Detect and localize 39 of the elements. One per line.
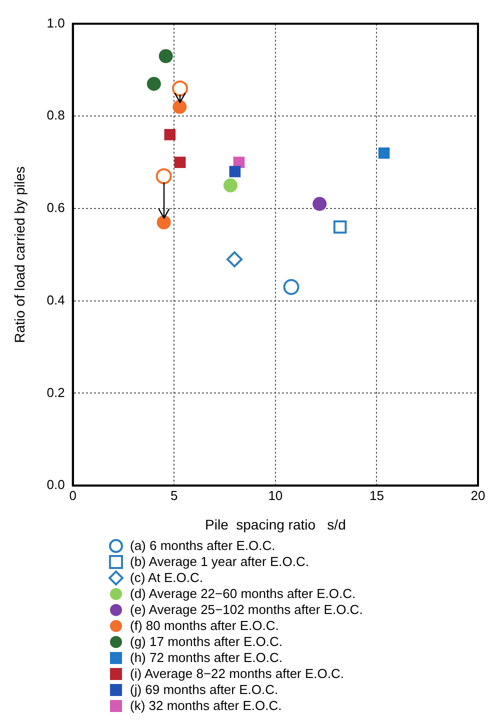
point: [164, 128, 176, 140]
y-tick-label: 0.6: [46, 200, 65, 216]
legend-label: (b) Average 1 year after E.O.C.: [130, 554, 309, 570]
point: [146, 76, 161, 91]
x-tick-label: 15: [369, 488, 384, 503]
point: [156, 215, 171, 230]
legend-label: (f) 80 months after E.O.C.: [130, 618, 279, 634]
legend-label: (a) 6 months after E.O.C.: [130, 538, 276, 554]
point: [156, 168, 172, 184]
x-tick-label: 10: [268, 488, 283, 503]
point: [378, 147, 390, 159]
y-tick-label: 0.2: [46, 384, 65, 400]
legend-label: (g) 17 months after E.O.C.: [130, 634, 282, 650]
legend-label: (k) 32 months after E.O.C.: [130, 698, 282, 714]
point: [158, 49, 173, 64]
y-tick-label: 0.4: [46, 292, 65, 308]
legend-label: (h) 72 months after E.O.C.: [130, 650, 282, 666]
x-axis-title: Pile spacing ratio s/d: [205, 516, 346, 532]
point: [312, 196, 327, 211]
point: [172, 100, 187, 114]
point: [223, 178, 238, 192]
y-tick-label: 1.0: [46, 15, 65, 30]
y-tick-label: 0.0: [46, 477, 65, 492]
legend-label: (d) Average 22−60 months after E.O.C.: [130, 586, 356, 602]
x-tick-label: 20: [470, 488, 486, 503]
legend-label: (e) Average 25−102 months after E.O.C.: [130, 602, 363, 618]
point: [174, 156, 186, 168]
point: [229, 166, 241, 178]
x-tick-label: 5: [170, 488, 178, 503]
legend-label: (i) Average 8−22 months after E.O.C.: [130, 666, 344, 682]
point: [226, 251, 243, 268]
y-axis-title: Ratio of load carried by piles: [11, 166, 28, 344]
legend-label: (j) 69 months after E.O.C.: [130, 682, 278, 698]
point: [283, 279, 300, 296]
y-tick-label: 0.8: [46, 108, 65, 123]
legend-label: (c) At E.O.C.: [130, 570, 203, 586]
x-tick-label: 0: [69, 488, 76, 503]
point: [333, 220, 347, 234]
point: [172, 80, 188, 96]
